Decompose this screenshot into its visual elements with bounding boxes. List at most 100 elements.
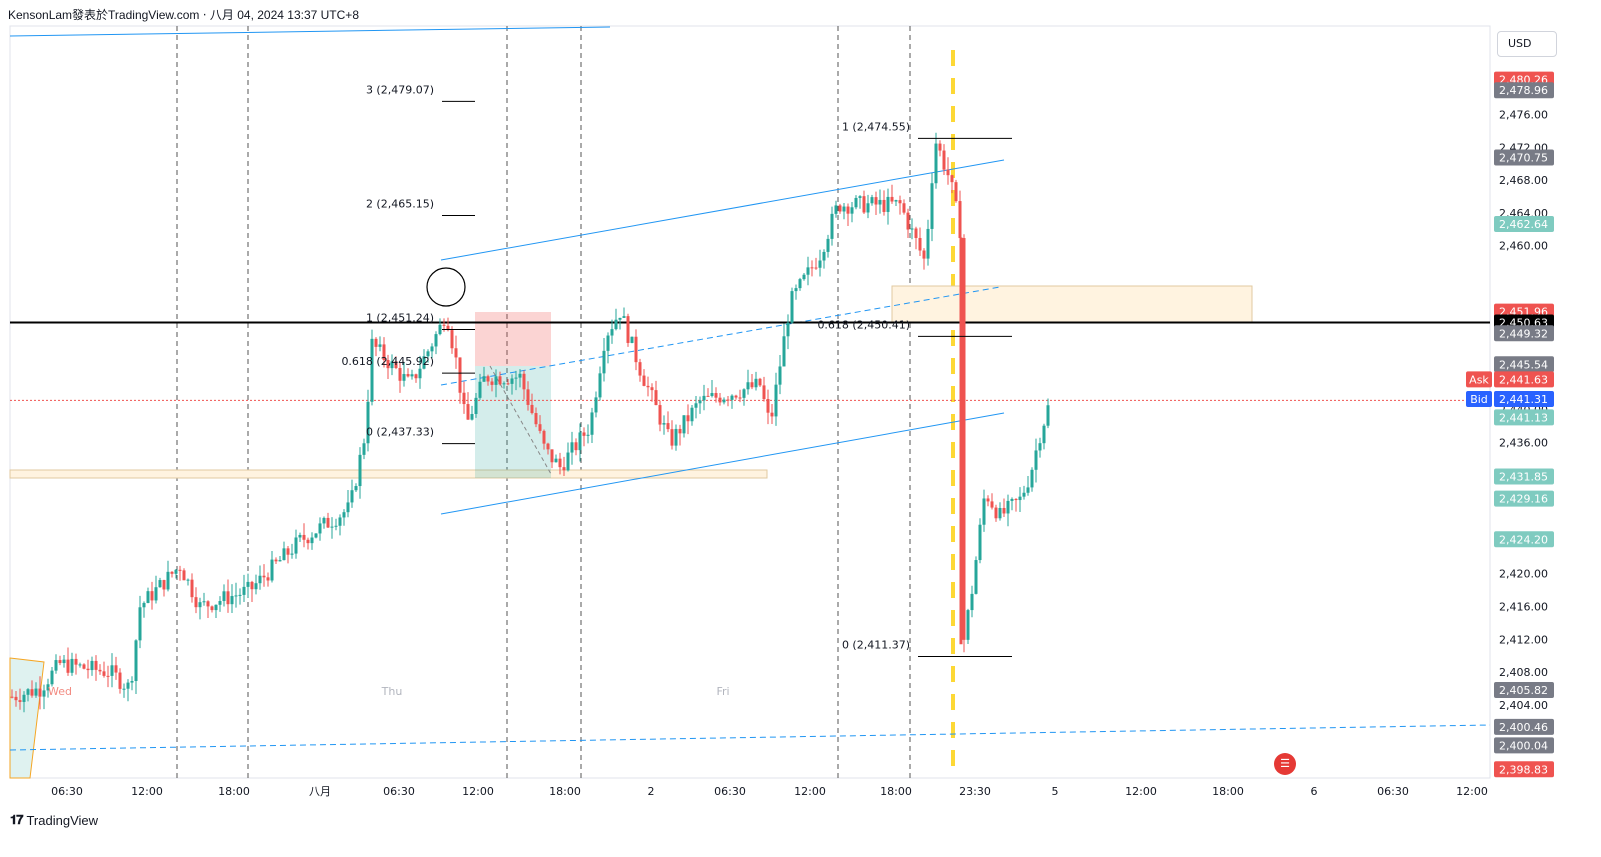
candle-body <box>226 591 230 605</box>
candle-body <box>470 413 474 420</box>
candle-body <box>22 694 26 702</box>
candle-body <box>130 680 134 683</box>
x-tick-label: 12:00 <box>462 785 494 798</box>
candle-body <box>618 317 622 320</box>
candle-body <box>34 688 38 696</box>
candle-body <box>70 658 74 673</box>
candle-body <box>650 387 654 391</box>
candle-body <box>978 524 982 561</box>
candle-body <box>478 381 482 398</box>
candle-body <box>46 684 50 691</box>
currency-selector[interactable]: USD <box>1497 31 1557 57</box>
candle-body <box>410 374 414 377</box>
price-tag <box>1494 356 1554 373</box>
candle-body <box>370 338 374 402</box>
x-tick-label: 12:00 <box>794 785 826 798</box>
candle-body <box>786 322 790 337</box>
candle-body <box>882 199 886 212</box>
candle-body <box>166 571 170 590</box>
candle-body <box>878 199 882 205</box>
x-tick-label: 12:00 <box>131 785 163 798</box>
fib-right-label: 1 (2,474.55) <box>842 120 910 133</box>
candle-body <box>422 356 426 369</box>
candle-body <box>534 413 538 425</box>
candle-body <box>530 404 534 414</box>
candle-body <box>814 267 818 269</box>
footer-brand-label: TradingView <box>26 812 99 828</box>
candle-body <box>606 335 610 351</box>
candle-body <box>190 579 194 598</box>
candle-body <box>690 407 694 422</box>
candle-body <box>138 607 142 641</box>
candle-body <box>310 537 314 544</box>
candle-body <box>66 659 70 673</box>
candle-body <box>98 669 102 672</box>
candle-body <box>262 575 266 578</box>
candle-body <box>1046 405 1050 426</box>
y-tick-label: 2,416.00 <box>1499 601 1548 614</box>
candle-body <box>442 324 446 326</box>
candle-body <box>802 274 806 280</box>
candle-body <box>38 688 42 697</box>
candle-body <box>274 559 278 562</box>
footer-brand[interactable]: 𝟏𝟕 TradingView <box>10 812 98 828</box>
candle-body <box>854 197 858 208</box>
candle-body <box>250 581 254 590</box>
x-tick-label: 18:00 <box>1212 785 1244 798</box>
price-tag <box>1494 216 1554 233</box>
price-tag <box>1494 737 1554 754</box>
price-tag-label: 2,478.96 <box>1499 84 1548 97</box>
candle-body <box>674 428 678 446</box>
candle-body <box>430 346 434 352</box>
candle-body <box>970 593 974 611</box>
x-tick-label: 18:00 <box>549 785 581 798</box>
candle-body <box>834 205 838 214</box>
candle-body <box>346 502 350 513</box>
candle-body <box>290 553 294 555</box>
candle-body <box>662 423 666 425</box>
y-tick-label: 2,408.00 <box>1499 666 1548 679</box>
candle-body <box>926 228 930 259</box>
candle-body <box>962 238 966 640</box>
candle-body <box>398 368 402 381</box>
candle-body <box>242 586 246 595</box>
candle-body <box>686 415 690 422</box>
price-tag <box>1494 761 1554 778</box>
candle-body <box>286 548 290 555</box>
candle-body <box>258 575 262 584</box>
candle-body <box>458 357 462 393</box>
price-tag <box>1494 82 1554 99</box>
candle-body <box>382 344 386 361</box>
candle-body <box>234 595 238 597</box>
price-tag <box>1494 390 1554 407</box>
candle-body <box>586 434 590 436</box>
candle-body <box>874 197 878 205</box>
fib-right-label: 0.618 (2,450.41) <box>817 318 910 331</box>
candle-body <box>862 196 866 213</box>
candle-body <box>1010 498 1014 501</box>
price-tag <box>1494 718 1554 735</box>
tradingview-logo-icon: 𝟏𝟕 <box>10 812 24 827</box>
candle-body <box>466 404 470 420</box>
y-tick-label: 2,460.00 <box>1499 240 1548 253</box>
y-tick-label: 2,476.00 <box>1499 109 1548 122</box>
x-tick-label: 6 <box>1311 785 1318 798</box>
candle-body <box>1042 425 1046 444</box>
candle-body <box>998 507 1002 519</box>
candle-body <box>354 486 358 491</box>
candle-body <box>566 452 570 471</box>
us-flag-icon[interactable]: ☰ <box>1274 753 1296 775</box>
candle-body <box>702 395 706 401</box>
price-tag-label: 2,424.20 <box>1499 533 1548 546</box>
candle-body <box>362 443 366 455</box>
fib-left-label: 3 (2,479.07) <box>366 83 434 96</box>
candle-body <box>1006 500 1010 514</box>
candle-body <box>450 330 454 349</box>
candle-body <box>694 403 698 408</box>
candle-body <box>994 507 998 519</box>
candle-body <box>330 526 334 528</box>
bid-tag <box>1466 390 1492 407</box>
wedge-zone <box>9 657 45 779</box>
candle-body <box>538 424 542 431</box>
